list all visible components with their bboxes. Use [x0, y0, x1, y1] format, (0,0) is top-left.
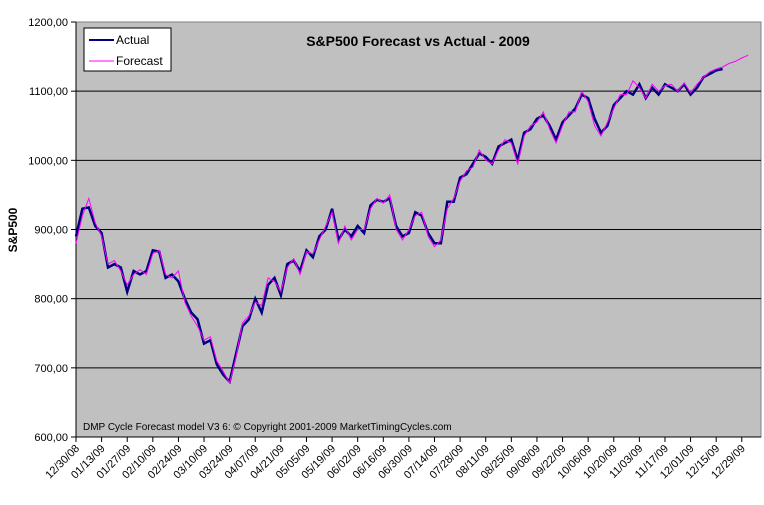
y-tick-label: 1200,00 [28, 17, 68, 29]
y-tick-label: 600,00 [34, 432, 68, 444]
y-tick-label: 900,00 [34, 225, 68, 237]
y-tick-label: 700,00 [34, 363, 68, 375]
series-line-forecast [75, 54, 749, 385]
y-axis: 600,00 700,00 800,00 900,00 1000,00 1100,00 12… [28, 17, 77, 444]
copyright-annotation: DMP Cycle Forecast model V3 6: © Copyrig… [83, 422, 452, 433]
series-layer [74, 54, 749, 385]
y-tick-label: 800,00 [34, 294, 68, 306]
chart-title: S&P500 Forecast vs Actual - 2009 [306, 33, 530, 49]
x-axis: 12/30/0801/13/0901/27/0902/10/0902/24/09… [43, 436, 761, 481]
gridlines [76, 90, 761, 369]
legend-label-actual: Actual [116, 33, 149, 47]
y-tick-label: 1100,00 [29, 86, 68, 98]
y-tick-label: 1000,00 [28, 155, 68, 167]
y-axis-label: S&P500 [6, 207, 20, 252]
legend-label-forecast: Forecast [116, 54, 163, 68]
legend-box [83, 27, 172, 72]
legend: Actual Forecast [83, 27, 172, 72]
